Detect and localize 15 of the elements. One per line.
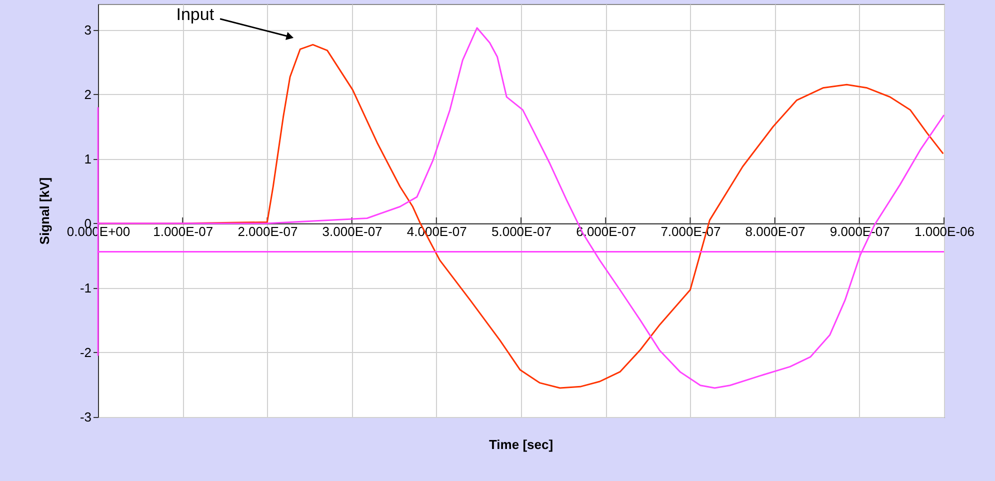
x-tick-label: 1.000E-06: [914, 224, 974, 239]
y-tick-label: -1: [80, 280, 92, 296]
y-tick-label: -3: [80, 410, 92, 424]
x-axis-title: Time [sec]: [488, 437, 554, 452]
x-tick-label: 2.000E-07: [238, 224, 298, 239]
x-tick-label: 5.000E-07: [492, 224, 552, 239]
y-tick-label: 2: [84, 86, 92, 102]
y-tick-label: 1: [84, 151, 92, 166]
x-tick-label: 3.000E-07: [322, 224, 382, 239]
y-tick-label: -2: [80, 344, 92, 360]
x-tick-label: 1.000E-07: [153, 224, 214, 239]
y-axis-title: Signal [kV]: [36, 177, 52, 245]
x-tick-label: 8.000E-07: [745, 224, 806, 239]
y-tick-label: 3: [84, 22, 92, 38]
annotation: Input: [176, 4, 214, 24]
